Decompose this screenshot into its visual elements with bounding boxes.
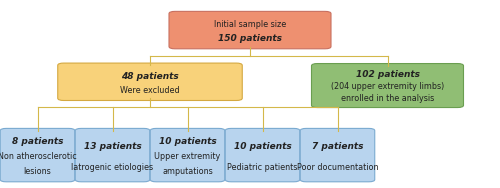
Text: Poor documentation: Poor documentation	[297, 163, 378, 172]
Text: 150 patients: 150 patients	[218, 34, 282, 43]
Text: Were excluded: Were excluded	[120, 86, 180, 95]
Text: Iatrogenic etiologies: Iatrogenic etiologies	[72, 163, 154, 172]
FancyBboxPatch shape	[75, 128, 150, 182]
Text: (204 upper extremity limbs): (204 upper extremity limbs)	[331, 82, 444, 91]
FancyBboxPatch shape	[225, 128, 300, 182]
Text: 13 patients: 13 patients	[84, 142, 141, 151]
Text: lesions: lesions	[24, 167, 52, 176]
Text: 7 patients: 7 patients	[312, 142, 363, 151]
Text: 102 patients: 102 patients	[356, 70, 420, 79]
Text: 10 patients: 10 patients	[234, 142, 292, 151]
Text: Upper extremity: Upper extremity	[154, 152, 220, 161]
FancyBboxPatch shape	[0, 128, 75, 182]
Text: enrolled in the analysis: enrolled in the analysis	[341, 94, 434, 103]
FancyBboxPatch shape	[300, 128, 375, 182]
Text: Initial sample size: Initial sample size	[214, 20, 286, 29]
FancyBboxPatch shape	[312, 64, 464, 108]
Text: Non atherosclerotic: Non atherosclerotic	[0, 152, 77, 161]
FancyBboxPatch shape	[150, 128, 225, 182]
FancyBboxPatch shape	[58, 63, 242, 101]
Text: 10 patients: 10 patients	[158, 137, 216, 146]
Text: Pediatric patients: Pediatric patients	[228, 163, 298, 172]
Text: amputations: amputations	[162, 167, 213, 176]
Text: 8 patients: 8 patients	[12, 137, 63, 146]
Text: 48 patients: 48 patients	[121, 72, 179, 81]
FancyBboxPatch shape	[169, 11, 331, 49]
